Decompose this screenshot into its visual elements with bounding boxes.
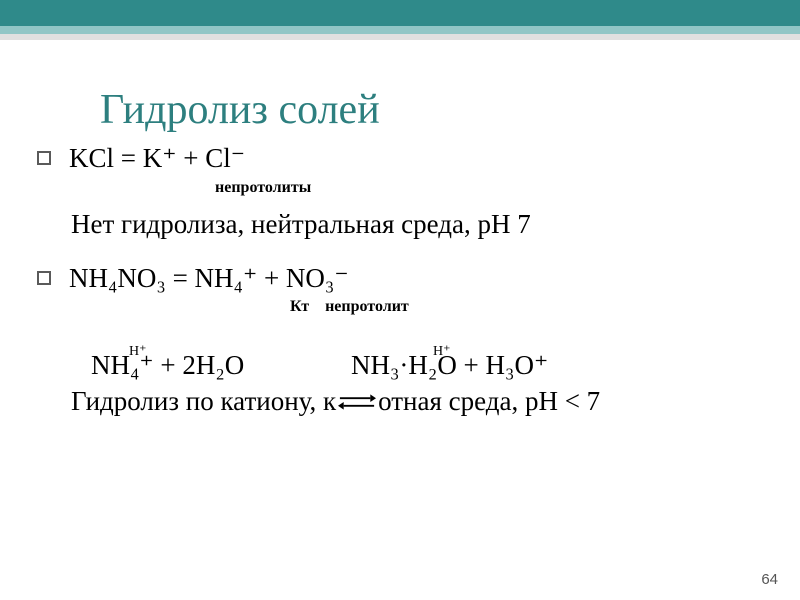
slide-title: Гидролиз солей <box>100 86 800 134</box>
annotation-2: Кт непротолит <box>290 297 800 317</box>
text-line-2-row: Гидролиз по катиону, к отная среда, рН <… <box>71 385 800 419</box>
bullet-icon <box>37 151 51 165</box>
bullet-icon <box>37 271 51 285</box>
equation-1: KCl = K⁺ + Cl⁻ <box>69 143 245 173</box>
annotation-2a: Кт <box>290 298 309 315</box>
text-line-1: Нет гидролиза, нейтральная среда, рН 7 <box>71 208 800 242</box>
equation-3-row: H⁺ H⁺ NH₄⁺ + 2H₂O NH₃·H₂O + H₃O⁺ <box>71 345 800 385</box>
text-line-2b: отная среда, рН < 7 <box>378 386 600 416</box>
slide-header-bar-3 <box>0 34 800 40</box>
slide-body: KCl = K⁺ + Cl⁻ непротолиты Нет гидролиза… <box>35 142 800 419</box>
annotation-1: непротолиты <box>215 178 800 198</box>
slide-header-bar-2 <box>0 26 800 34</box>
page-number: 64 <box>761 571 778 588</box>
equation-1-row: KCl = K⁺ + Cl⁻ <box>35 142 800 176</box>
text-line-2a: Гидролиз по катиону, к <box>71 386 336 416</box>
slide-header-bar-1 <box>0 0 800 26</box>
equation-2: NH₄NO₃ = NH₄⁺ + NO₃⁻ <box>69 263 349 293</box>
annotation-2b: непротолит <box>325 298 409 315</box>
equation-3-left: NH₄⁺ + 2H₂O <box>91 349 244 383</box>
equation-2-row: NH₄NO₃ = NH₄⁺ + NO₃⁻ <box>35 262 800 296</box>
equation-3-right: NH₃·H₂O + H₃O⁺ <box>351 349 548 383</box>
equilibrium-arrows-icon <box>338 389 376 413</box>
